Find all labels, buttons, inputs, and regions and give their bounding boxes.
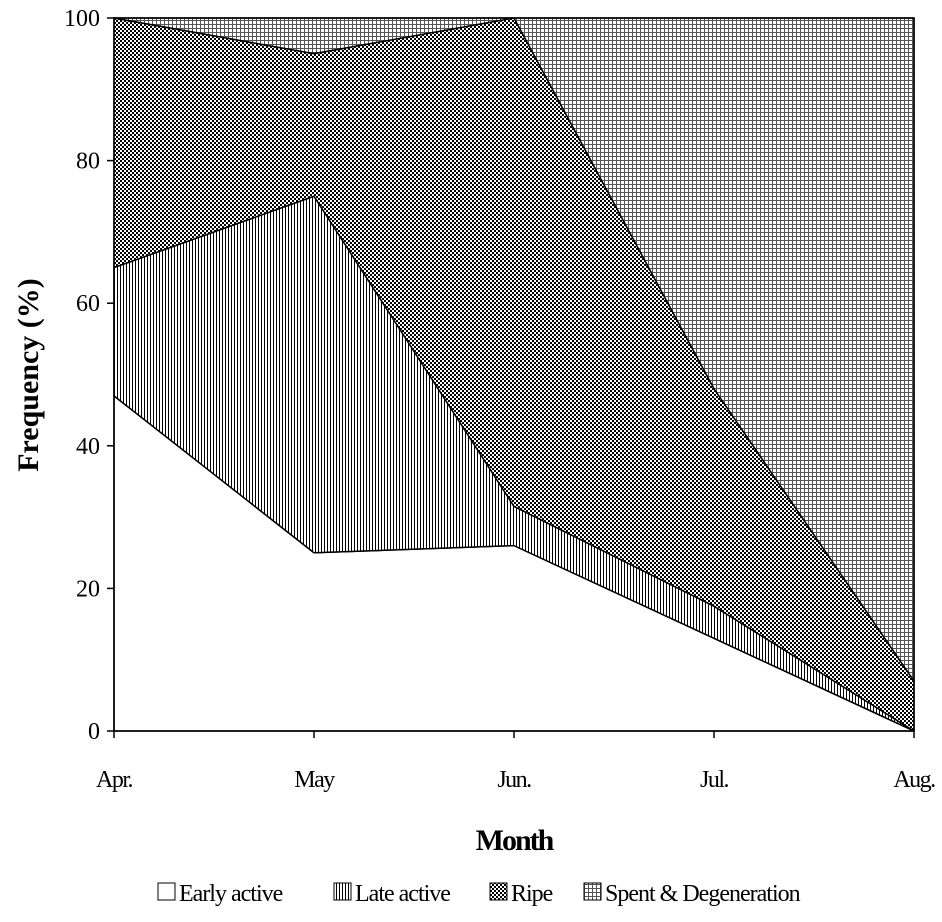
ticks-layer: 0 20 40 60 80 100 Apr. May Jun. Jul. Aug.	[64, 6, 937, 793]
x-tick-label: May	[294, 767, 335, 793]
legend-swatch	[583, 882, 602, 901]
y-axis-title: Frequency (%)	[12, 278, 45, 472]
legend-swatch	[157, 882, 176, 901]
legend-item: Early active	[157, 881, 284, 907]
x-axis-title: Month	[476, 824, 555, 857]
y-tick-label: 80	[76, 149, 100, 175]
y-tick-label: 40	[76, 434, 100, 460]
x-tick-label: Apr.	[96, 767, 133, 793]
legend: Early active Late active Ripe Spent & Degen…	[157, 881, 802, 907]
y-tick-label: 20	[76, 576, 100, 602]
areas-layer	[113, 17, 915, 732]
y-tick-label: 0	[88, 719, 100, 745]
legend-label: Early active	[179, 881, 283, 907]
legend-swatch	[489, 882, 508, 901]
legend-item: Late active	[333, 881, 451, 907]
x-tick-label: Jul.	[700, 767, 729, 793]
y-tick-label: 100	[64, 6, 100, 32]
x-tick-label: Aug.	[893, 767, 935, 793]
legend-item: Ripe	[489, 881, 554, 907]
y-tick-label: 60	[76, 291, 100, 317]
legend-label: Late active	[355, 881, 450, 907]
legend-label: Ripe	[511, 881, 553, 907]
x-tick-label: Jun.	[497, 767, 531, 793]
legend-label: Spent & Degeneration	[605, 881, 801, 907]
legend-swatch	[333, 882, 352, 901]
legend-item: Spent & Degeneration	[583, 881, 802, 907]
